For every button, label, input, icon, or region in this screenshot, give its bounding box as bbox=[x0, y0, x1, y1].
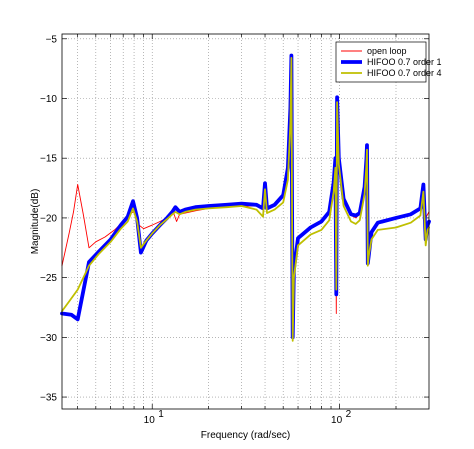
grid bbox=[62, 34, 429, 409]
x-tick-label-exponent: 1 bbox=[158, 409, 164, 420]
legend-label-3: HIFOO 0.7 order 4 bbox=[367, 68, 442, 78]
y-tick-label: −10 bbox=[40, 94, 57, 105]
x-tick-label-exponent: 2 bbox=[346, 409, 352, 420]
y-tick-label: −30 bbox=[40, 333, 57, 344]
y-tick-label: −5 bbox=[46, 34, 58, 45]
legend-box bbox=[335, 41, 427, 83]
y-tick-label: −25 bbox=[40, 273, 57, 284]
y-tick-label: −15 bbox=[40, 154, 57, 165]
plot-frame bbox=[61, 33, 430, 410]
data-series bbox=[60, 53, 431, 342]
series-line-3 bbox=[61, 57, 430, 342]
x-tick-label: 10 bbox=[144, 415, 156, 426]
axis-ticks bbox=[62, 34, 429, 409]
legend-label-2: HIFOO 0.7 order 1 bbox=[367, 57, 442, 67]
legend-label-1: open loop bbox=[367, 46, 407, 56]
x-tick-label: 10 bbox=[331, 415, 343, 426]
y-axis-label: Magnitude(dB) bbox=[30, 189, 41, 255]
y-tick-label: −20 bbox=[40, 213, 57, 224]
y-tick-label: −35 bbox=[40, 393, 57, 404]
x-axis-label: Frequency (rad/sec) bbox=[201, 430, 290, 441]
